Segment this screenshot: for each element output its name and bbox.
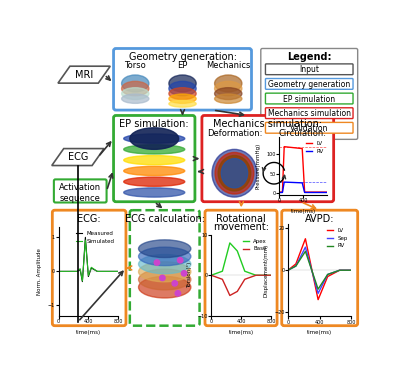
Ellipse shape: [122, 81, 149, 96]
Text: Torso: Torso: [124, 61, 146, 70]
Ellipse shape: [215, 153, 254, 194]
Ellipse shape: [124, 155, 185, 165]
Text: EP simulation: EP simulation: [283, 95, 335, 104]
Ellipse shape: [138, 240, 191, 257]
Ellipse shape: [215, 94, 242, 103]
Ellipse shape: [169, 100, 196, 107]
Ellipse shape: [122, 75, 149, 92]
FancyBboxPatch shape: [282, 210, 358, 326]
Text: Circulation:: Circulation:: [279, 129, 327, 138]
Ellipse shape: [138, 276, 191, 298]
Ellipse shape: [124, 166, 185, 176]
Circle shape: [175, 291, 180, 296]
Circle shape: [160, 275, 165, 280]
FancyBboxPatch shape: [261, 48, 358, 140]
Text: Geometry generation:: Geometry generation:: [128, 52, 236, 62]
Ellipse shape: [215, 81, 242, 96]
Text: Deformation:: Deformation:: [207, 129, 262, 138]
Ellipse shape: [218, 155, 251, 191]
FancyBboxPatch shape: [205, 210, 277, 326]
Ellipse shape: [130, 128, 179, 150]
Text: Input: Input: [299, 65, 319, 74]
Text: AVPD:: AVPD:: [305, 214, 334, 224]
FancyBboxPatch shape: [266, 108, 353, 119]
Ellipse shape: [169, 81, 196, 96]
Circle shape: [181, 271, 187, 276]
Text: Mechanics simulation:: Mechanics simulation:: [213, 119, 322, 129]
Ellipse shape: [169, 75, 196, 92]
FancyBboxPatch shape: [266, 122, 353, 133]
Ellipse shape: [215, 75, 242, 92]
Text: MRI: MRI: [75, 70, 93, 80]
Ellipse shape: [212, 150, 257, 197]
FancyBboxPatch shape: [266, 78, 353, 89]
FancyBboxPatch shape: [54, 179, 106, 202]
Text: ECG: ECG: [68, 152, 88, 162]
Ellipse shape: [138, 254, 191, 274]
Circle shape: [154, 260, 160, 265]
Text: Activation
sequence: Activation sequence: [59, 183, 101, 203]
Text: ECG calculation:: ECG calculation:: [125, 214, 205, 224]
Text: EP: EP: [177, 61, 188, 70]
FancyBboxPatch shape: [52, 210, 126, 326]
FancyBboxPatch shape: [266, 64, 353, 75]
FancyBboxPatch shape: [266, 93, 353, 104]
Ellipse shape: [124, 134, 185, 143]
Polygon shape: [52, 148, 104, 166]
Text: Mechanics simulation: Mechanics simulation: [268, 109, 351, 118]
FancyBboxPatch shape: [114, 115, 195, 202]
Text: EP simulation:: EP simulation:: [120, 119, 189, 129]
Ellipse shape: [124, 177, 185, 186]
Ellipse shape: [169, 94, 196, 103]
Circle shape: [178, 257, 183, 263]
Ellipse shape: [221, 158, 248, 188]
Text: Rotational: Rotational: [216, 214, 266, 224]
Ellipse shape: [124, 145, 185, 154]
Polygon shape: [58, 66, 110, 83]
Text: Validation: Validation: [290, 124, 328, 133]
Ellipse shape: [124, 188, 185, 197]
FancyBboxPatch shape: [202, 115, 334, 202]
FancyBboxPatch shape: [114, 48, 252, 110]
Ellipse shape: [215, 88, 242, 100]
Ellipse shape: [138, 262, 191, 282]
FancyBboxPatch shape: [130, 210, 200, 326]
Ellipse shape: [122, 94, 149, 103]
Text: ECG:: ECG:: [77, 214, 101, 224]
Text: Geometry generation: Geometry generation: [268, 80, 350, 89]
Ellipse shape: [138, 269, 191, 290]
Text: Mechanics: Mechanics: [206, 61, 250, 70]
Ellipse shape: [138, 247, 191, 266]
Ellipse shape: [122, 88, 149, 100]
Ellipse shape: [169, 88, 196, 100]
Text: Legend:: Legend:: [287, 52, 332, 62]
Text: movement:: movement:: [213, 222, 269, 232]
Circle shape: [172, 280, 178, 286]
